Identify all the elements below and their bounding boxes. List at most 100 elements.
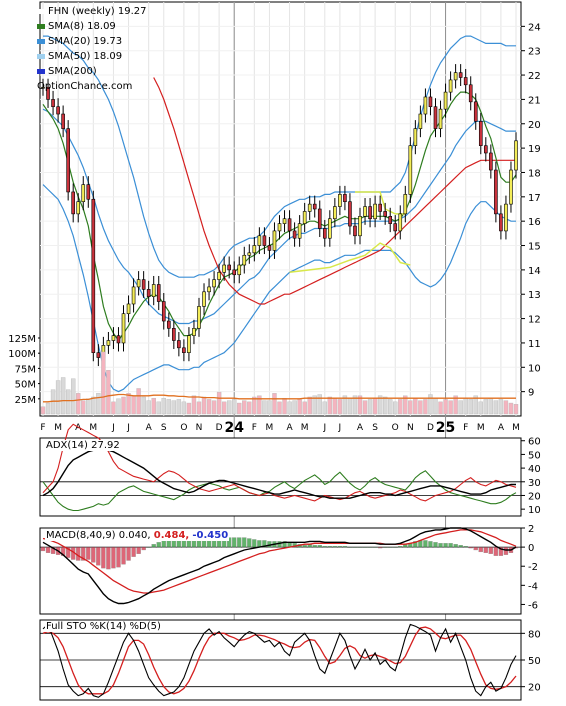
macd-histogram-bar: [242, 537, 247, 548]
candle-body: [418, 113, 423, 129]
macd-histogram-bar: [111, 546, 116, 569]
volume-bar: [493, 400, 499, 415]
candle-body: [136, 279, 141, 288]
price-tick-label: 17: [528, 193, 541, 204]
volume-bar: [91, 396, 96, 415]
volume-bar: [126, 393, 131, 415]
candle-body: [322, 228, 327, 239]
macd-histogram-bar: [262, 540, 267, 548]
legend-watermark: OptionChance.com: [37, 81, 133, 92]
macd-histogram-bar: [347, 546, 353, 548]
volume-bar: [186, 402, 192, 415]
macd-histogram-bar: [413, 541, 418, 548]
volume-tick-label: 50M: [15, 380, 36, 391]
macd-histogram-bar: [493, 546, 499, 556]
volume-bar: [221, 401, 227, 415]
candle-body: [212, 279, 216, 288]
volume-bar: [121, 396, 126, 415]
sto-tick-label: 50: [528, 656, 541, 667]
x-axis-label: S: [372, 423, 378, 433]
volume-bar: [433, 397, 438, 415]
volume-bar: [206, 399, 212, 415]
candle-body: [312, 203, 317, 210]
price-tick-label: 10: [528, 363, 541, 374]
volume-bar: [191, 395, 197, 415]
macd-histogram-bar: [463, 546, 468, 548]
candle-body: [388, 216, 393, 224]
sma20-line: [42, 108, 516, 325]
adx-title: ADX(14) 27.92: [45, 440, 121, 451]
legend-ticker: FHN (weekly) 19.27: [37, 4, 147, 19]
volume-bar: [403, 395, 408, 415]
volume-bar: [413, 397, 418, 415]
macd-histogram-bar: [126, 546, 131, 561]
volume-bar: [388, 399, 393, 415]
volume-bar: [201, 396, 207, 415]
candle-body: [121, 313, 126, 344]
sto-tick-label: 80: [528, 629, 541, 640]
macd-histogram-bar: [50, 546, 56, 554]
price-legend: FHN (weekly) 19.27 SMA(8) 18.09 SMA(20) …: [37, 4, 147, 94]
candle-body: [403, 194, 408, 215]
macd-histogram-bar: [433, 542, 438, 548]
macd-histogram-bar: [317, 545, 322, 548]
volume-bar: [232, 399, 237, 415]
macd-histogram-bar: [443, 543, 448, 548]
adx-tick-label: 60: [528, 437, 541, 448]
price-tick-label: 23: [528, 47, 541, 58]
macd-histogram-bar: [468, 546, 473, 549]
plus-di-line: [42, 470, 517, 512]
candle-body: [202, 291, 206, 307]
candle-body: [161, 301, 166, 322]
price-tick-label: 14: [528, 266, 541, 277]
macd-histogram-bar: [76, 546, 81, 561]
macd-histogram-bar: [302, 545, 307, 548]
volume-bar: [393, 401, 398, 415]
candle-body: [126, 303, 131, 315]
volume-bar: [458, 400, 463, 415]
volume-bar: [131, 395, 136, 415]
volume-bar: [181, 401, 187, 415]
volume-bar: [367, 399, 373, 415]
macd-histogram-bar: [498, 546, 504, 556]
macd-histogram-bar: [367, 546, 373, 548]
candle-body: [182, 347, 186, 353]
volume-bar: [398, 399, 403, 415]
price-tick-label: 11: [528, 339, 541, 350]
candle-body: [443, 91, 448, 110]
volume-bar: [408, 400, 413, 415]
macd-histogram-bar: [45, 546, 51, 553]
macd-histogram-bar: [156, 542, 161, 548]
candle-body: [262, 235, 267, 246]
macd-histogram-bar: [478, 546, 483, 553]
macd-histogram-bar: [453, 544, 458, 548]
volume-bar: [106, 370, 111, 415]
candle-body: [61, 113, 65, 129]
volume-bar: [242, 400, 247, 415]
candle-body: [504, 203, 508, 232]
volume-bar: [372, 397, 378, 415]
candle-body: [499, 213, 503, 232]
x-axis-label: N: [196, 423, 203, 433]
volume-tick-label: 75M: [15, 364, 36, 375]
volume-bar: [176, 399, 182, 415]
x-axis-label: 25: [436, 420, 455, 436]
legend-sma200: SMA(200): [37, 64, 147, 79]
x-axis-label: O: [392, 423, 399, 433]
candle-body: [408, 145, 413, 195]
macd-histogram-bar: [257, 540, 262, 548]
candle-body: [141, 279, 146, 290]
macd-histogram-bar: [423, 540, 428, 548]
macd-histogram-bar: [428, 541, 433, 548]
volume-bar: [277, 401, 282, 415]
macd-tick-label: -2: [528, 562, 538, 573]
sma50-line: [355, 191, 406, 215]
adx-tick-label: 10: [528, 505, 541, 516]
signal-value: -0.450: [192, 530, 229, 541]
volume-tick-label: 25M: [15, 395, 36, 406]
macd-histogram-bar: [383, 546, 388, 548]
macd-histogram-bar: [282, 541, 287, 548]
candle-body: [96, 352, 101, 358]
x-axis-label: A: [498, 423, 505, 433]
